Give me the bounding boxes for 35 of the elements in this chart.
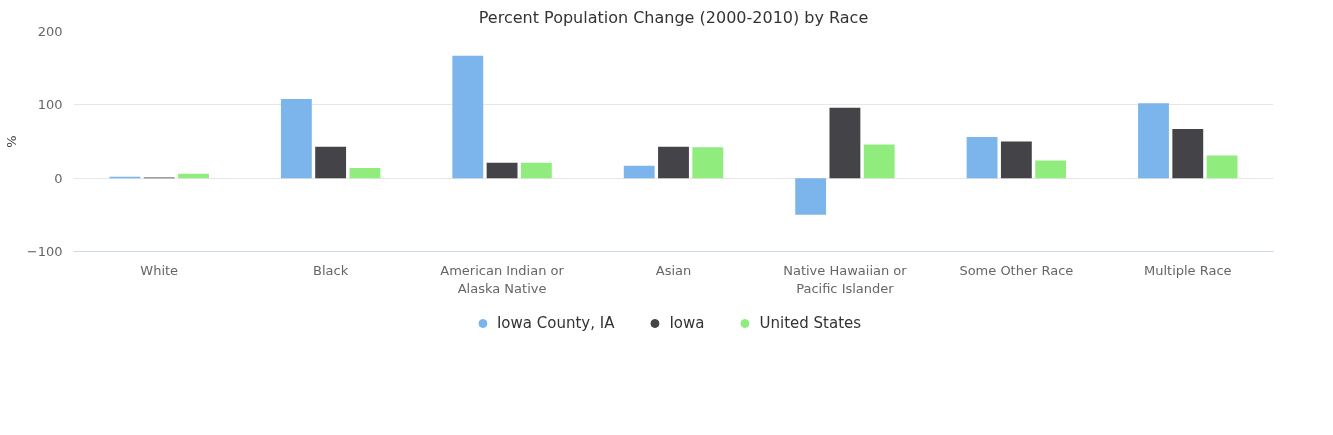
x-tick-label: Black (313, 262, 349, 278)
bar (795, 178, 827, 215)
y-tick-label: 200 (37, 24, 63, 39)
y-tick-label: 100 (37, 97, 63, 113)
legend-label: United States (759, 314, 862, 332)
chart-title: Percent Population Change (2000-2010) by Race (478, 7, 869, 27)
y-axis-title: % (3, 135, 19, 148)
bar (1138, 103, 1169, 179)
bar (966, 137, 998, 179)
x-tick-label: Asian (655, 262, 692, 278)
x-tick-label: Native Hawaiian or Pacific Islander (783, 262, 908, 296)
legend-label: Iowa (669, 314, 705, 332)
bar (280, 98, 312, 179)
y-tick-label: 0 (54, 170, 63, 186)
bar (178, 173, 209, 179)
x-tick-label: Multiple Race (1143, 262, 1232, 278)
bar (315, 146, 347, 179)
bar (486, 162, 518, 179)
legend-label: Iowa County, IA (496, 314, 615, 332)
y-tick-label: −100 (26, 244, 63, 259)
bar (1035, 160, 1067, 179)
bar (692, 147, 724, 179)
bar (623, 165, 655, 179)
x-tick-label: White (140, 262, 179, 278)
bar (1206, 155, 1238, 179)
bar (1172, 129, 1204, 179)
bar (452, 55, 484, 179)
bar (829, 107, 861, 179)
bar (863, 144, 895, 179)
x-tick-label: American Indian or Alaska Native (440, 262, 565, 296)
bar (520, 162, 552, 179)
x-tick-label: Some Other Race (959, 262, 1074, 278)
bar (658, 146, 689, 179)
bar (1000, 141, 1032, 179)
bar (349, 167, 381, 179)
